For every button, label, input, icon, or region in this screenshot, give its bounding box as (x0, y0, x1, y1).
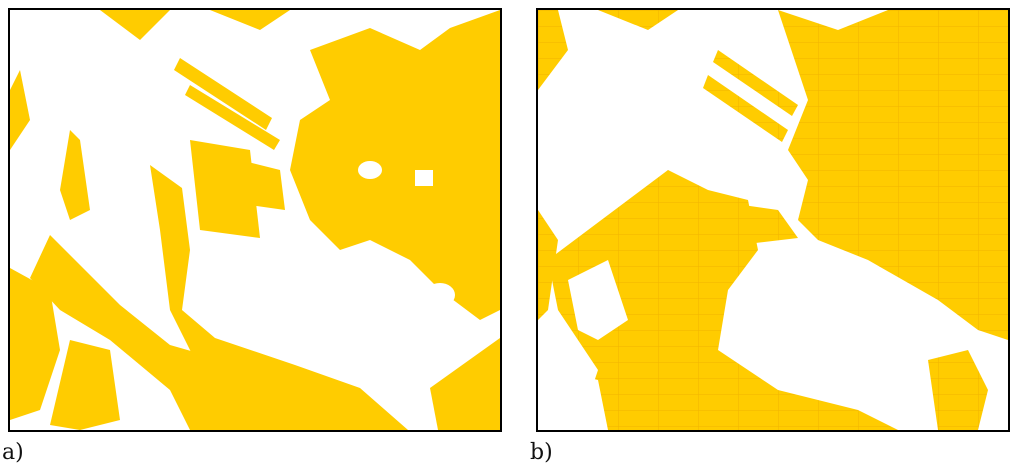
page: a) b) (() => { const data = JSON.parse(d… (0, 0, 1017, 468)
panel-b-map (536, 8, 1010, 432)
panel-label: b) (530, 440, 553, 465)
panel-a-map (8, 8, 502, 432)
segmentation-map (10, 10, 500, 430)
segmentation-map (538, 10, 1008, 430)
panel-label: a) (2, 440, 24, 465)
